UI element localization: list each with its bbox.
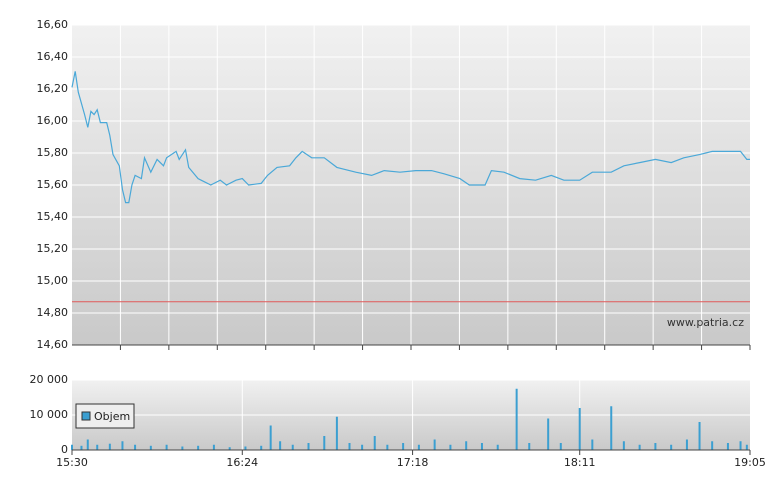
- volume-bar: [149, 445, 152, 450]
- volume-bar: [465, 441, 468, 450]
- y-tick-label: 15,80: [37, 146, 69, 159]
- x-tick-label: 16:24: [226, 456, 258, 469]
- volume-bar: [269, 425, 272, 450]
- x-tick-label: 15:30: [56, 456, 88, 469]
- volume-bar: [685, 439, 688, 450]
- volume-bar: [578, 408, 581, 450]
- volume-bar: [121, 441, 124, 450]
- volume-bar: [108, 443, 111, 450]
- y-tick-label: 15,40: [37, 210, 69, 223]
- y-tick-label: 16,40: [37, 50, 69, 63]
- price-line: [71, 71, 750, 204]
- volume-bar: [417, 444, 420, 450]
- volume-bar: [496, 444, 499, 450]
- volume-bar: [610, 406, 613, 450]
- volume-bar: [739, 441, 742, 450]
- volume-bar: [698, 422, 701, 450]
- volume-bar: [80, 445, 83, 450]
- x-tick-label: 17:18: [397, 456, 429, 469]
- volume-bar: [480, 443, 483, 450]
- y-tick-label: 10 000: [30, 408, 69, 421]
- volume-bar: [307, 443, 310, 450]
- volume-bar: [348, 443, 351, 450]
- volume-bar: [726, 443, 729, 450]
- volume-bar: [260, 445, 263, 450]
- volume-bar: [622, 441, 625, 450]
- y-tick-label: 15,00: [37, 274, 69, 287]
- y-tick-label: 15,20: [37, 242, 69, 255]
- volume-bar: [449, 444, 452, 450]
- volume-bar: [323, 436, 326, 450]
- volume-bar: [212, 444, 215, 450]
- volume-bar: [670, 444, 673, 450]
- volume-bar: [181, 446, 184, 450]
- volume-bar: [228, 447, 231, 450]
- volume-bar: [386, 444, 389, 450]
- volume-bar: [71, 444, 73, 450]
- watermark: www.patria.cz: [667, 316, 744, 329]
- volume-bar: [433, 439, 436, 450]
- y-tick-label: 20 000: [30, 373, 69, 386]
- volume-bar: [244, 446, 247, 450]
- volume-bar: [402, 443, 405, 450]
- volume-bar: [515, 388, 518, 450]
- y-tick-label: 15,60: [37, 178, 69, 191]
- y-tick-label: 16,00: [37, 114, 69, 127]
- y-tick-label: 14,60: [37, 338, 69, 351]
- y-tick-label: 14,80: [37, 306, 69, 319]
- volume-bar: [654, 443, 657, 450]
- volume-bar: [547, 418, 550, 450]
- volume-bar: [86, 439, 89, 450]
- x-tick-label: 18:11: [564, 456, 596, 469]
- legend-swatch: [81, 411, 91, 421]
- volume-bar: [197, 445, 200, 450]
- volume-bar: [291, 444, 294, 450]
- volume-bar: [373, 436, 376, 450]
- y-tick-label: 16,60: [37, 18, 69, 31]
- legend-label: Objem: [94, 410, 130, 423]
- y-tick-label: 0: [61, 443, 68, 456]
- volume-bar: [711, 441, 714, 450]
- volume-bar: [559, 443, 562, 450]
- volume-bar: [361, 444, 364, 450]
- volume-bar: [591, 439, 594, 450]
- volume-bar: [638, 444, 641, 450]
- volume-bar: [96, 444, 99, 450]
- volume-bar: [165, 444, 168, 450]
- volume-bar: [335, 416, 338, 450]
- x-tick-label: 19:05: [734, 456, 766, 469]
- volume-bar: [745, 444, 748, 450]
- volume-bar: [528, 443, 531, 450]
- y-tick-label: 16,20: [37, 82, 69, 95]
- volume-bar: [134, 444, 137, 450]
- volume-bar: [279, 441, 282, 450]
